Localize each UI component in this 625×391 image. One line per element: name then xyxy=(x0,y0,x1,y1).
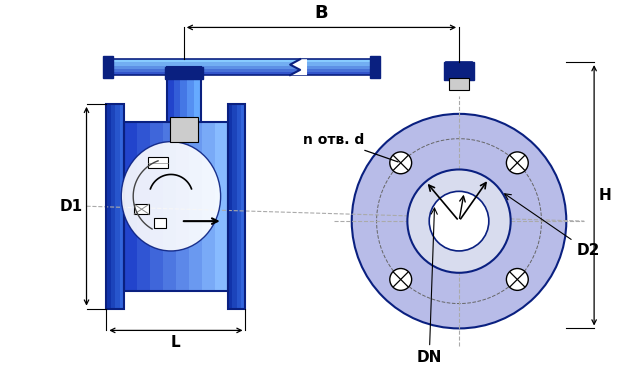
Bar xyxy=(124,122,138,291)
Bar xyxy=(232,104,237,308)
Bar xyxy=(444,62,474,80)
Bar xyxy=(181,67,188,122)
Text: n отв. d: n отв. d xyxy=(303,133,398,162)
Circle shape xyxy=(390,269,412,291)
Circle shape xyxy=(429,191,489,251)
Bar xyxy=(111,59,374,75)
Bar xyxy=(202,122,215,291)
Bar xyxy=(188,67,194,122)
Bar xyxy=(150,122,164,291)
Bar xyxy=(103,56,113,78)
Bar xyxy=(189,122,202,291)
Bar xyxy=(214,122,228,291)
Bar xyxy=(194,67,201,122)
Bar xyxy=(106,104,124,308)
Bar xyxy=(228,104,232,308)
Bar xyxy=(111,72,374,75)
Ellipse shape xyxy=(121,142,221,251)
Bar xyxy=(111,65,374,69)
Bar xyxy=(111,68,374,72)
Circle shape xyxy=(390,152,412,174)
Text: D2: D2 xyxy=(504,194,599,258)
Bar xyxy=(446,62,472,78)
Bar xyxy=(111,62,374,66)
Bar xyxy=(111,59,374,63)
Circle shape xyxy=(352,114,566,328)
Bar xyxy=(228,104,246,308)
Bar xyxy=(174,67,181,122)
Bar xyxy=(111,104,116,308)
Circle shape xyxy=(506,152,528,174)
Bar xyxy=(120,104,125,308)
Bar xyxy=(134,204,149,214)
Bar xyxy=(449,78,469,90)
Bar xyxy=(241,104,246,308)
Bar xyxy=(167,67,174,122)
Bar xyxy=(154,218,166,228)
Text: DN: DN xyxy=(416,208,442,365)
Bar xyxy=(148,156,168,169)
Bar xyxy=(369,56,379,78)
Circle shape xyxy=(408,169,511,273)
Text: L: L xyxy=(171,335,181,350)
Bar xyxy=(124,122,228,291)
Text: H: H xyxy=(599,188,612,203)
Bar xyxy=(163,122,176,291)
Text: D1: D1 xyxy=(59,199,82,214)
Bar xyxy=(236,104,241,308)
Bar xyxy=(116,104,120,308)
Text: B: B xyxy=(314,4,328,22)
Circle shape xyxy=(506,269,528,291)
Bar xyxy=(170,117,198,142)
Bar xyxy=(176,122,189,291)
Bar xyxy=(165,67,202,79)
Polygon shape xyxy=(290,59,307,75)
Bar xyxy=(106,104,111,308)
Bar xyxy=(137,122,151,291)
Bar xyxy=(167,67,201,122)
